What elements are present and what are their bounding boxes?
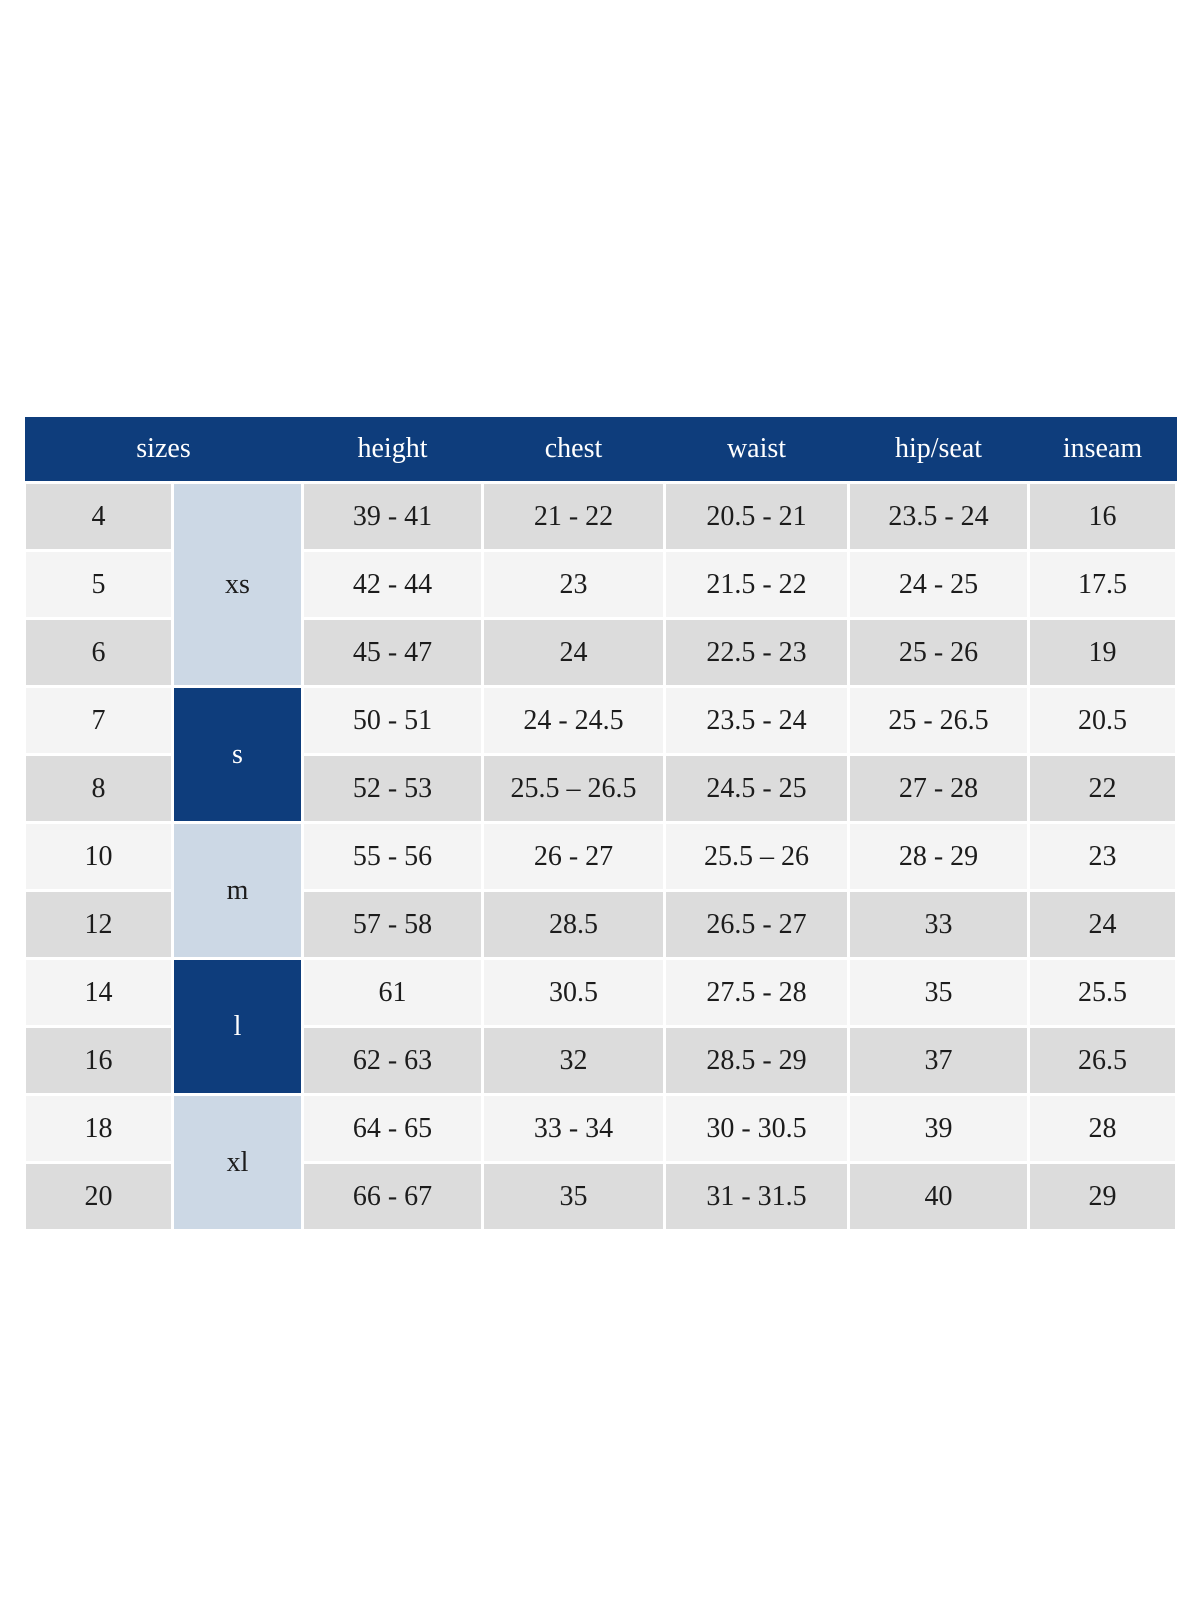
cell-size: 12 <box>23 889 174 960</box>
table-row-size-12: 12 57 - 58 28.5 26.5 - 27 33 24 <box>23 889 1178 960</box>
cell-inseam: 28 <box>1027 1093 1178 1164</box>
cell-chest: 24 - 24.5 <box>481 685 666 756</box>
cell-inseam: 16 <box>1027 481 1178 552</box>
table-row-size-8: 8 52 - 53 25.5 – 26.5 24.5 - 25 27 - 28 … <box>23 753 1178 824</box>
cell-waist: 23.5 - 24 <box>663 685 850 756</box>
table-row-size-14: 14 l 61 30.5 27.5 - 28 35 25.5 <box>23 957 1178 1096</box>
cell-size: 10 <box>23 821 174 892</box>
cell-height: 42 - 44 <box>301 549 484 620</box>
cell-hip-seat: 25 - 26 <box>847 617 1030 688</box>
cell-chest: 35 <box>481 1161 666 1232</box>
size-group-cell-l: l <box>171 957 304 1096</box>
size-group-cell-s: s <box>171 685 304 824</box>
table-row-size-5: 5 42 - 44 23 21.5 - 22 24 - 25 17.5 <box>23 549 1178 620</box>
cell-hip-seat: 35 <box>847 957 1030 1028</box>
cell-inseam: 19 <box>1027 617 1178 688</box>
cell-waist: 20.5 - 21 <box>663 481 850 552</box>
cell-chest: 25.5 – 26.5 <box>481 753 666 824</box>
cell-height: 45 - 47 <box>301 617 484 688</box>
cell-chest: 24 <box>481 617 666 688</box>
cell-waist: 26.5 - 27 <box>663 889 850 960</box>
cell-size: 6 <box>23 617 174 688</box>
size-chart-table: sizes height chest waist hip/seat inseam… <box>23 417 1178 1232</box>
table-row-size-10: 10 m 55 - 56 26 - 27 25.5 – 26 28 - 29 2… <box>23 821 1178 960</box>
cell-height: 50 - 51 <box>301 685 484 756</box>
cell-inseam: 17.5 <box>1027 549 1178 620</box>
cell-chest: 30.5 <box>481 957 666 1028</box>
size-chart: sizes height chest waist hip/seat inseam… <box>23 417 1178 1232</box>
cell-size: 16 <box>23 1025 174 1096</box>
cell-chest: 33 - 34 <box>481 1093 666 1164</box>
col-header-height: height <box>302 417 483 483</box>
cell-hip-seat: 25 - 26.5 <box>847 685 1030 756</box>
table-row-size-20: 20 66 - 67 35 31 - 31.5 40 29 <box>23 1161 1178 1232</box>
cell-size: 5 <box>23 549 174 620</box>
cell-height: 55 - 56 <box>301 821 484 892</box>
cell-height: 39 - 41 <box>301 481 484 552</box>
cell-size: 4 <box>23 481 174 552</box>
cell-height: 62 - 63 <box>301 1025 484 1096</box>
cell-inseam: 23 <box>1027 821 1178 892</box>
cell-inseam: 29 <box>1027 1161 1178 1232</box>
header-row: sizes height chest waist hip/seat inseam <box>24 417 1177 483</box>
cell-inseam: 24 <box>1027 889 1178 960</box>
cell-waist: 21.5 - 22 <box>663 549 850 620</box>
cell-chest: 26 - 27 <box>481 821 666 892</box>
cell-waist: 24.5 - 25 <box>663 753 850 824</box>
cell-waist: 30 - 30.5 <box>663 1093 850 1164</box>
cell-height: 61 <box>301 957 484 1028</box>
col-header-inseam: inseam <box>1028 417 1177 483</box>
cell-waist: 28.5 - 29 <box>663 1025 850 1096</box>
col-header-sizes: sizes <box>24 417 303 483</box>
cell-height: 52 - 53 <box>301 753 484 824</box>
cell-inseam: 25.5 <box>1027 957 1178 1028</box>
cell-inseam: 26.5 <box>1027 1025 1178 1096</box>
cell-hip-seat: 27 - 28 <box>847 753 1030 824</box>
cell-hip-seat: 23.5 - 24 <box>847 481 1030 552</box>
size-group-cell-xs: xs <box>171 481 304 688</box>
cell-hip-seat: 28 - 29 <box>847 821 1030 892</box>
table-row-size-18: 18 xl 64 - 65 33 - 34 30 - 30.5 39 28 <box>23 1093 1178 1232</box>
cell-chest: 28.5 <box>481 889 666 960</box>
col-header-waist: waist <box>664 417 849 483</box>
cell-height: 64 - 65 <box>301 1093 484 1164</box>
cell-chest: 21 - 22 <box>481 481 666 552</box>
col-header-hip-seat: hip/seat <box>848 417 1029 483</box>
cell-waist: 31 - 31.5 <box>663 1161 850 1232</box>
cell-hip-seat: 39 <box>847 1093 1030 1164</box>
size-group-cell-xl: xl <box>171 1093 304 1232</box>
cell-size: 8 <box>23 753 174 824</box>
cell-hip-seat: 40 <box>847 1161 1030 1232</box>
cell-waist: 22.5 - 23 <box>663 617 850 688</box>
cell-inseam: 22 <box>1027 753 1178 824</box>
cell-size: 14 <box>23 957 174 1028</box>
cell-chest: 32 <box>481 1025 666 1096</box>
cell-hip-seat: 33 <box>847 889 1030 960</box>
cell-chest: 23 <box>481 549 666 620</box>
table-row-size-16: 16 62 - 63 32 28.5 - 29 37 26.5 <box>23 1025 1178 1096</box>
cell-size: 7 <box>23 685 174 756</box>
table-row-size-7: 7 s 50 - 51 24 - 24.5 23.5 - 24 25 - 26.… <box>23 685 1178 824</box>
cell-size: 18 <box>23 1093 174 1164</box>
table-row-size-4: 4 xs 39 - 41 21 - 22 20.5 - 21 23.5 - 24… <box>23 481 1178 688</box>
cell-height: 57 - 58 <box>301 889 484 960</box>
cell-hip-seat: 24 - 25 <box>847 549 1030 620</box>
cell-height: 66 - 67 <box>301 1161 484 1232</box>
cell-waist: 27.5 - 28 <box>663 957 850 1028</box>
size-group-cell-m: m <box>171 821 304 960</box>
col-header-chest: chest <box>482 417 665 483</box>
table-row-size-6: 6 45 - 47 24 22.5 - 23 25 - 26 19 <box>23 617 1178 688</box>
cell-hip-seat: 37 <box>847 1025 1030 1096</box>
cell-inseam: 20.5 <box>1027 685 1178 756</box>
cell-size: 20 <box>23 1161 174 1232</box>
cell-waist: 25.5 – 26 <box>663 821 850 892</box>
